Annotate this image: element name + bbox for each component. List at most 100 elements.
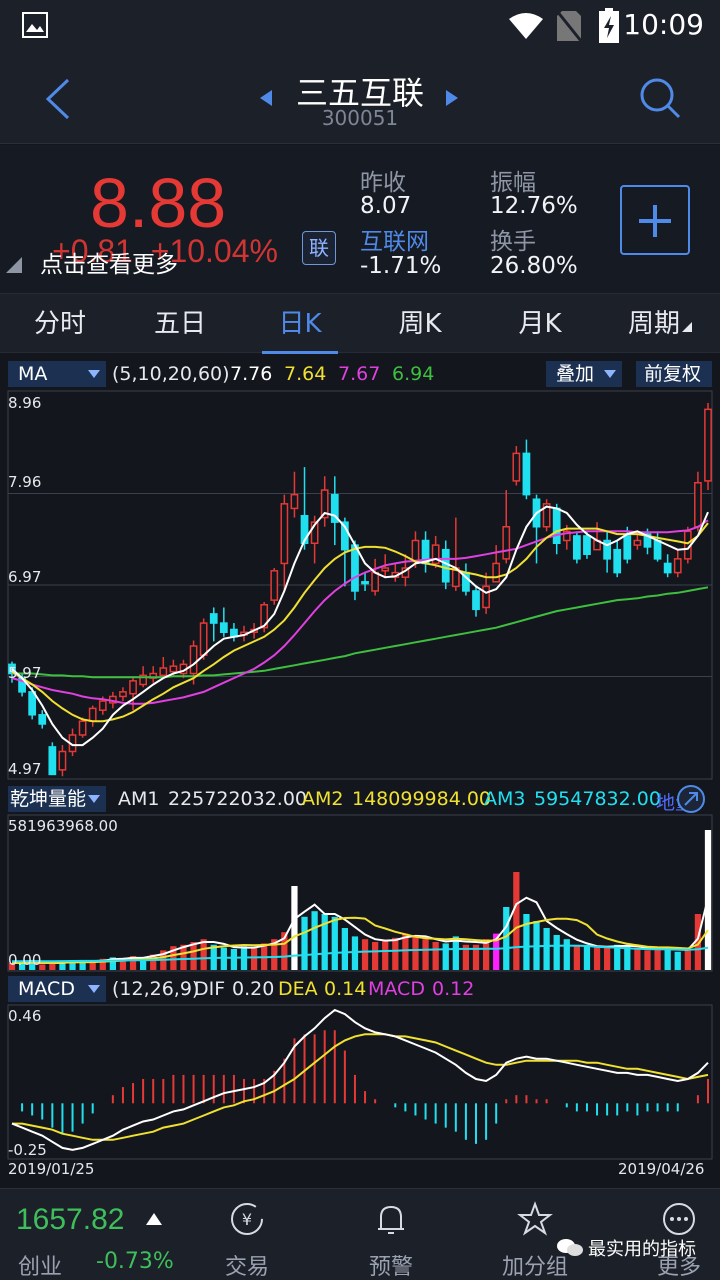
candle-up [270,570,279,601]
candle-up [199,622,208,656]
volume-bar [372,942,379,970]
more-hint[interactable]: 点击查看更多 [40,252,178,278]
candle-down [300,514,309,545]
clock: 10:09 [623,8,704,41]
tab-daily-k[interactable]: 日K [262,294,338,354]
macd-params: (12,26,9) [112,978,200,1000]
volume-bar [361,939,369,970]
volume-bar [150,954,157,970]
am2-value: 148099984.00 [352,788,492,810]
candle-up [139,674,148,686]
add-watchlist-button[interactable] [620,185,690,255]
nav-add-group[interactable]: 加分组 [480,1189,590,1280]
volume-bar [392,937,399,970]
candle-up [58,750,67,771]
volume-bar [583,946,591,970]
volume-bar [634,947,641,970]
volume-bar [281,932,288,970]
candle-down [603,539,612,560]
volume-selector[interactable]: 乾坤量能 [8,786,106,812]
volume-bar [442,943,449,970]
adjust-button[interactable]: 前复权 [636,361,712,387]
turnover-label: 换手 [490,229,536,255]
gallery-icon [22,12,48,38]
candle-up [381,567,390,572]
candle-up [169,665,178,673]
candle-down [340,521,349,551]
search-icon[interactable] [638,76,682,120]
volume-bar [694,914,702,970]
nav-trade[interactable]: ¥ 交易 [192,1189,302,1280]
tab-monthly-k[interactable]: 月K [518,309,562,339]
chevron-down-icon [88,795,100,803]
volume-bar [684,950,691,970]
volume-frame [7,814,713,972]
candle-up [129,680,137,695]
star-icon [517,1201,553,1236]
volume-bar [129,956,137,970]
more-icon [663,1203,695,1235]
candle-up [88,707,97,722]
macd-frame [7,1004,713,1160]
prev-close-label: 昨收 [360,170,406,196]
related-button[interactable]: 联 [302,231,336,265]
overlay-selector[interactable]: 叠加 [546,361,622,387]
ma20-value: 7.67 [338,363,381,385]
volume-chart[interactable]: 581963968.00 0.00 [0,814,720,972]
tab-intraday[interactable]: 分时 [33,309,86,339]
candle-down [441,548,450,583]
kline-chart[interactable]: 8.96 7.96 6.97 5.97 4.97 [0,390,720,780]
volume-bar [79,961,86,970]
tab-five-day[interactable]: 五日 [153,309,206,339]
candle-up [562,530,571,542]
index-change: -0.73% [96,1249,174,1274]
nav-more[interactable]: 更多 [624,1189,720,1280]
candle-down [472,590,480,611]
volume-indicator-bar: 乾坤量能 AM1 225722032.00 AM2 148099984.00 A… [0,784,720,814]
svg-text:¥: ¥ [242,1210,252,1229]
candle-up [694,481,702,528]
candle-down [653,539,662,560]
dif-value: 0.20 [232,978,275,1000]
change-percent: +10.04% [150,233,278,269]
quote-panel[interactable]: 8.88 +0.81 +10.04% 点击查看更多 联 昨收 8.07 互联网 … [0,145,720,293]
volume-bar [8,963,16,970]
macd-selector[interactable]: MACD [8,976,106,1002]
trade-icon: ¥ [231,1203,263,1235]
dropdown-corner-icon [682,322,692,332]
volume-bar [230,949,238,970]
wechat-icon [557,1239,583,1256]
ma-indicator-bar: MA (5,10,20,60) 7.76 7.64 7.67 6.94 叠加 前… [0,359,720,389]
ma10-line [11,522,709,723]
next-stock-icon[interactable] [444,88,460,108]
volume-bar [220,947,227,970]
macd-chart[interactable]: 0.46 -0.25 2019/01/25 2019/04/26 [0,1004,720,1182]
volume-bar [49,963,56,970]
stock-name: 三五互联 [295,74,424,112]
candle-down [583,535,591,556]
volume-bar [593,947,601,970]
volume-bar [472,944,480,970]
sector-link[interactable]: 互联网 [360,229,429,255]
macd-axis-bottom: -0.25 [8,1141,47,1159]
up-triangle-icon [146,1213,162,1225]
candle-up [310,521,319,545]
back-arrow-icon[interactable] [44,78,74,120]
tab-weekly-k[interactable]: 周K [398,309,442,339]
ma10-value: 7.64 [284,363,327,385]
volume-bar [180,944,187,970]
ma-selector[interactable]: MA [8,361,106,387]
date-start: 2019/01/25 [8,1160,95,1178]
candle-up [411,539,420,563]
candle-down [643,533,652,548]
candle-up [78,720,87,736]
amplitude-value: 12.76% [490,193,578,219]
prev-stock-icon[interactable] [258,88,274,108]
tab-period[interactable]: 周期 [600,294,720,354]
nav-alert[interactable]: 预警 [336,1189,446,1280]
dif-label: DIF [194,978,226,1000]
candle-up [482,585,490,609]
volume-bar [412,936,419,970]
expand-icon[interactable] [674,784,708,814]
